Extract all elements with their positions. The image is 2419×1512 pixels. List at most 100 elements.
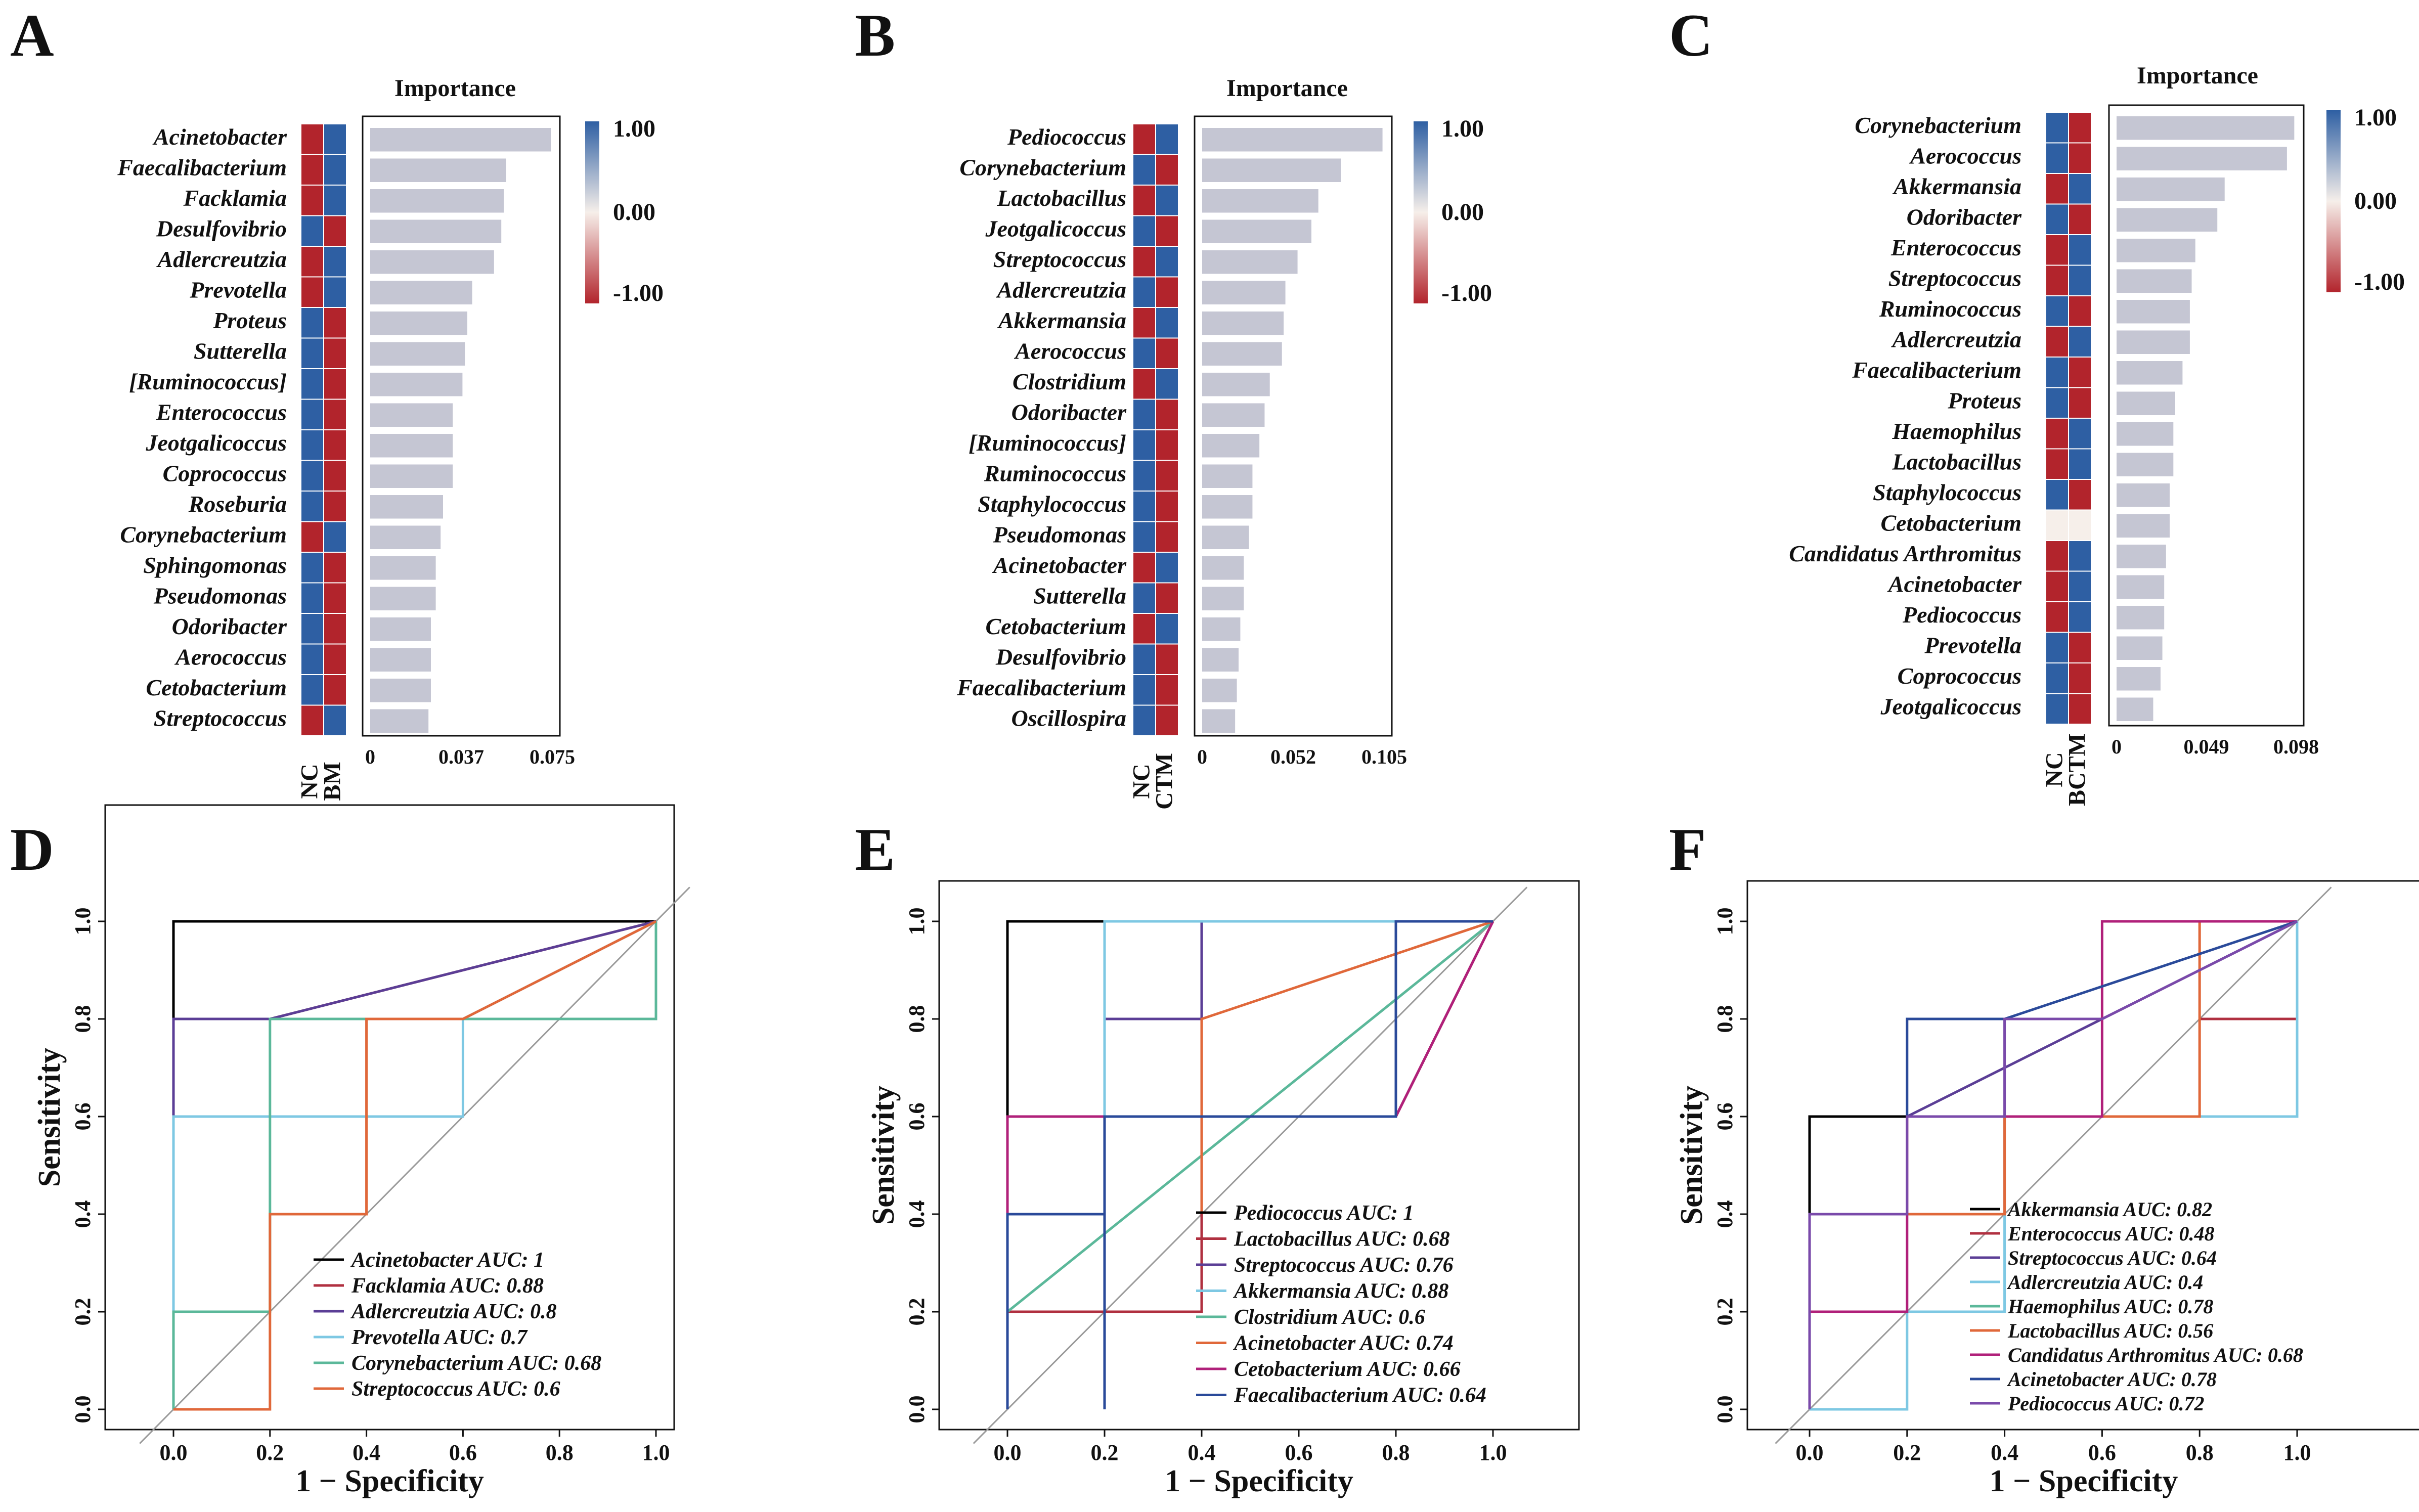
roc-curve xyxy=(1006,920,1493,1409)
row-label: [Ruminococcus] xyxy=(129,369,287,394)
heat-cell xyxy=(1155,491,1179,522)
row-label: Staphylococcus xyxy=(1873,479,2021,505)
x-tick-label: 0.2 xyxy=(1091,1440,1119,1465)
row-label: Ruminococcus xyxy=(1879,296,2021,322)
row-label: Adlercreutzia xyxy=(995,277,1126,303)
y-tick-label: 1.0 xyxy=(904,908,929,936)
heat-cell xyxy=(300,123,324,155)
importance-bar xyxy=(2117,606,2165,630)
row-label: Jeotgalicoccus xyxy=(1880,694,2022,720)
heat-cell xyxy=(1132,154,1156,186)
heat-cell xyxy=(2068,693,2092,725)
importance-bar xyxy=(1202,587,1244,610)
importance-bar xyxy=(1202,648,1239,672)
importance-bar xyxy=(2117,453,2174,476)
heat-cell xyxy=(1132,491,1156,522)
y-axis-label: Sensitivity xyxy=(1675,1086,1709,1225)
heat-cell xyxy=(1155,460,1179,492)
x-tick-label: 0.0 xyxy=(994,1440,1022,1465)
row-label: Pseudomonas xyxy=(153,583,287,609)
importance-panel-b: B Importance Pediococcus Corynebacterium Lac… xyxy=(855,2,1492,810)
x-tick-label: 0.4 xyxy=(353,1440,380,1465)
legend-label: Corynebacterium AUC: 0.68 xyxy=(351,1352,601,1375)
colorbar-label: 0.00 xyxy=(1441,199,1484,226)
importance-bar xyxy=(370,709,429,733)
x-tick-label: 1.0 xyxy=(2283,1440,2311,1465)
row-label: Pseudomonas xyxy=(993,522,1126,548)
x-tick-label: 0.2 xyxy=(1893,1440,1921,1465)
row-label: Streptococcus xyxy=(154,705,287,731)
heat-cell xyxy=(2068,112,2092,144)
axis-tick-label: 0.049 xyxy=(2184,735,2229,758)
legend-label: Acinetobacter AUC: 1 xyxy=(350,1249,544,1272)
heat-cell xyxy=(1132,552,1156,584)
plot-frame xyxy=(1746,880,2419,1431)
heat-cell xyxy=(2045,479,2069,511)
row-label: Enterococcus xyxy=(1890,235,2021,260)
axis-tick-label: 0 xyxy=(2112,735,2122,758)
heat-cell xyxy=(1132,337,1156,369)
row-label: [Ruminococcus] xyxy=(969,430,1126,456)
heat-cell xyxy=(2045,662,2069,694)
axis-tick-label: 0 xyxy=(1197,745,1207,768)
heat-cell xyxy=(1132,307,1156,339)
importance-bar xyxy=(1202,617,1241,641)
importance-bar xyxy=(1202,342,1282,366)
row-label: Faecalibacterium xyxy=(117,155,287,181)
row-label: Acinetobacter xyxy=(152,124,287,150)
heat-cell xyxy=(1155,368,1179,400)
roc-curve xyxy=(1907,921,2201,1216)
panel-letter: B xyxy=(855,2,895,69)
importance-bar xyxy=(1202,679,1237,702)
heat-cell xyxy=(2045,418,2069,450)
panel-letter: C xyxy=(1669,2,1713,69)
x-tick-label: 0.4 xyxy=(1991,1440,2018,1465)
heat-cell xyxy=(2045,387,2069,419)
row-label: Corynebacterium xyxy=(120,522,287,548)
legend-label: Acinetobacter AUC: 0.78 xyxy=(2006,1368,2217,1391)
heat-cell xyxy=(1155,307,1179,339)
importance-bar xyxy=(370,495,443,519)
roc-panel-e: E 0.0 0.0 0.2 0.2 0.4 0.4 0.6 0.6 0.8 0.8 1.0 1.0 1 −… xyxy=(855,816,1580,1498)
row-label: Proteus xyxy=(1947,388,2021,414)
heat-cell xyxy=(1132,368,1156,400)
row-label: Enterococcus xyxy=(156,399,287,425)
row-label: Haemophilus xyxy=(1892,418,2021,444)
row-label: Lactobacillus xyxy=(996,185,1126,211)
y-tick-label: 0.2 xyxy=(70,1298,95,1326)
heat-cell xyxy=(2068,540,2092,572)
heat-cell xyxy=(1132,429,1156,461)
row-label: Cetobacterium xyxy=(1880,510,2021,536)
row-label: Aerococcus xyxy=(174,644,287,670)
row-label: Jeotgalicoccus xyxy=(985,216,1127,242)
x-tick-label: 0.6 xyxy=(1285,1440,1313,1465)
heat-cell xyxy=(1132,674,1156,706)
heat-cell xyxy=(1155,154,1179,186)
plot-frame xyxy=(938,880,1580,1431)
row-label: Prevotella xyxy=(189,277,287,303)
x-tick-label: 0.0 xyxy=(160,1440,188,1465)
importance-bar xyxy=(370,373,463,396)
axis-tick-label: 0 xyxy=(365,745,375,768)
heat-cell xyxy=(323,521,347,553)
importance-bar xyxy=(370,342,465,366)
row-label: Akkermansia xyxy=(997,307,1126,333)
importance-bar xyxy=(1202,434,1260,458)
importance-bar xyxy=(2117,636,2163,660)
legend-label: Akkermansia AUC: 0.88 xyxy=(1233,1280,1448,1303)
heat-cell xyxy=(300,643,324,675)
importance-bar xyxy=(370,587,436,610)
legend-label: Clostridium AUC: 0.6 xyxy=(1234,1306,1425,1329)
colorbar-label: 0.00 xyxy=(613,199,655,226)
y-tick-label: 0.0 xyxy=(1712,1396,1737,1424)
y-tick-label: 0.4 xyxy=(1712,1200,1737,1228)
legend-label: Enterococcus AUC: 0.48 xyxy=(2007,1222,2215,1245)
group-label: NC xyxy=(1128,764,1155,798)
row-label: Sutterella xyxy=(194,338,287,364)
legend-label: Acinetobacter AUC: 0.74 xyxy=(1233,1332,1454,1355)
heat-cell xyxy=(2045,203,2069,235)
heat-cell xyxy=(323,398,347,430)
x-tick-label: 0.6 xyxy=(2088,1440,2116,1465)
importance-bar xyxy=(1202,373,1270,396)
importance-bar xyxy=(2117,422,2174,446)
